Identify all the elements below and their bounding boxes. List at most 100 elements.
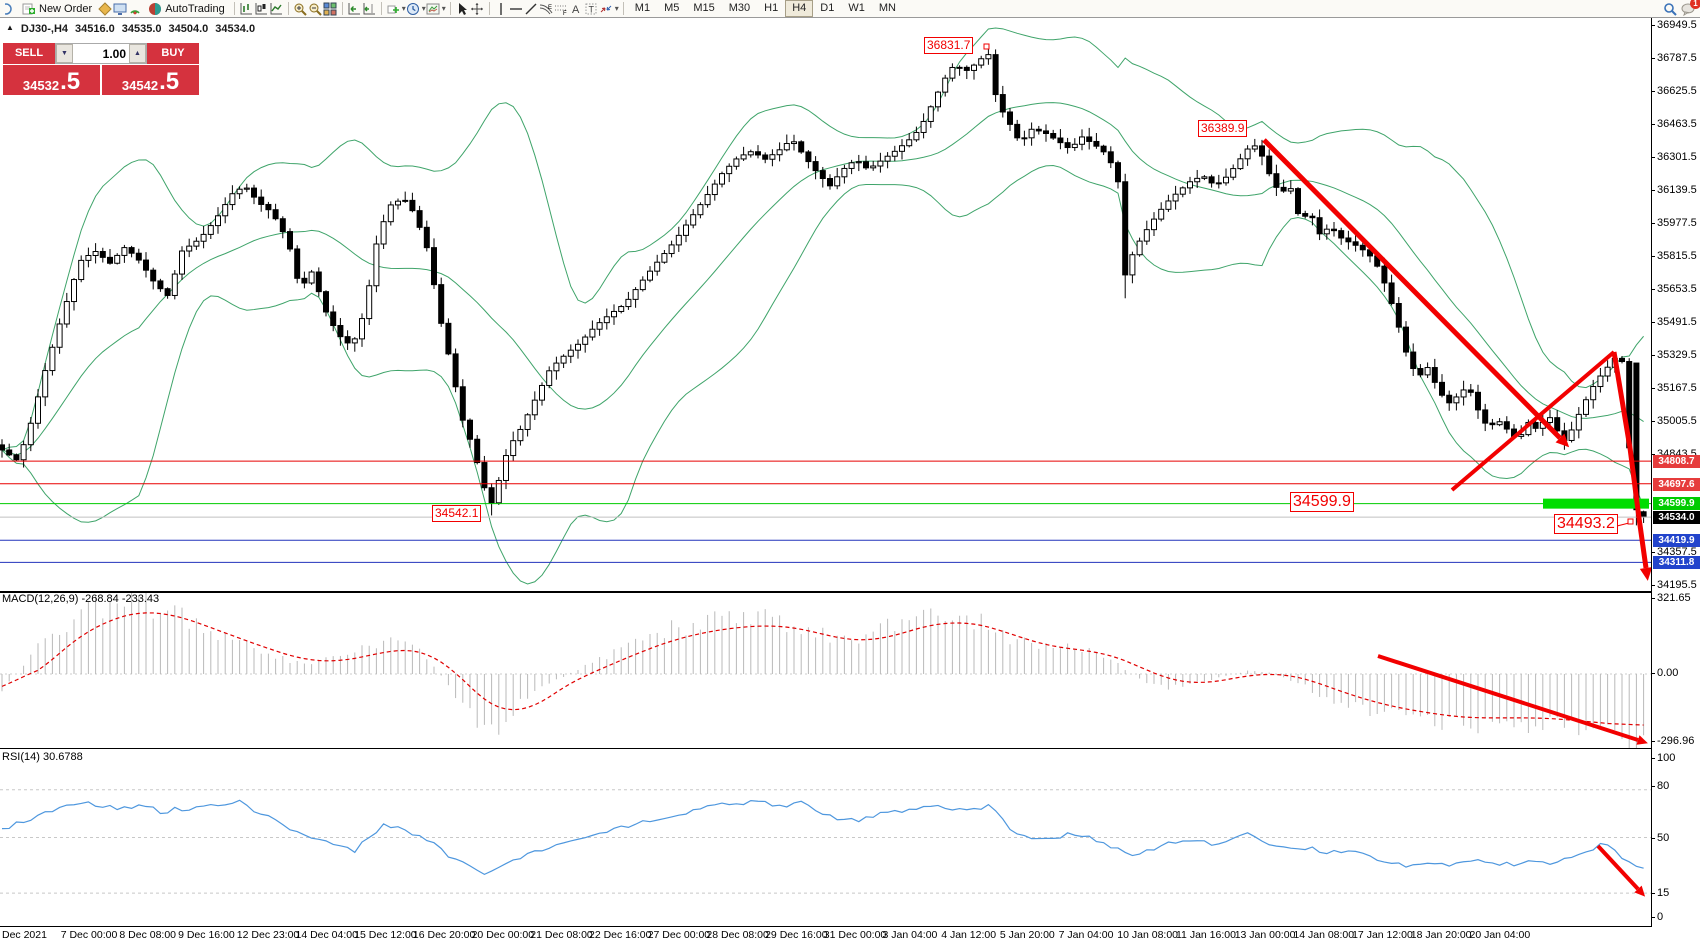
auto-scroll-icon[interactable] — [347, 2, 362, 16]
time-axis-label: 22 Dec 16:00 — [589, 929, 652, 941]
sell-price-display[interactable]: 34532 .5 — [3, 65, 100, 95]
trendline-icon[interactable] — [524, 2, 539, 16]
autotrading-button[interactable]: AutoTrading — [142, 1, 230, 17]
main-chart-panel[interactable] — [0, 18, 1653, 592]
zoom-in-icon[interactable] — [293, 2, 308, 16]
tf-button-m15[interactable]: M15 — [693, 2, 715, 14]
trend-arrow[interactable] — [1450, 350, 1616, 492]
tick-mark — [1651, 223, 1655, 224]
tile-windows-icon[interactable] — [323, 2, 338, 16]
buy-price-display[interactable]: 34542 .5 — [102, 65, 199, 95]
tick-mark — [1651, 322, 1655, 323]
trend-arrow-head[interactable] — [1636, 735, 1648, 745]
sell-button[interactable]: SELL — [3, 43, 55, 64]
trend-arrow[interactable] — [1596, 844, 1646, 897]
indicators-icon[interactable] — [386, 2, 401, 16]
macd-signal-line — [1, 612, 1644, 726]
tick-mark — [1651, 838, 1655, 839]
horizontal-line-icon[interactable] — [509, 2, 524, 16]
macd-scale-label: 321.65 — [1657, 592, 1691, 604]
rsi-panel[interactable] — [0, 749, 1652, 927]
price-tick-label: 36625.5 — [1657, 85, 1697, 97]
tick-mark — [1651, 454, 1655, 455]
price-tag-34534.0: 34534.0 — [1653, 511, 1700, 524]
arrows-icon[interactable] — [599, 2, 614, 16]
ohlc-open: 34516.0 — [75, 23, 115, 35]
new-order-icon — [21, 2, 36, 16]
tick-mark — [1651, 91, 1655, 92]
new-order-button[interactable]: New Order — [16, 1, 97, 17]
time-axis-label: Dec 2021 — [2, 929, 47, 941]
tf-button-h1[interactable]: H1 — [764, 2, 779, 14]
price-tag-34599.9: 34599.9 — [1653, 497, 1700, 510]
indicators-caret-icon[interactable]: ▾ — [401, 4, 406, 13]
trend-arrow-head[interactable] — [1555, 433, 1570, 448]
object-handle[interactable] — [983, 43, 990, 50]
price-callout-36389.9[interactable]: 36389.9 — [1198, 120, 1248, 137]
zoom-out-icon[interactable] — [308, 2, 323, 16]
rsi-line — [1, 799, 1644, 876]
object-handle[interactable] — [1627, 518, 1634, 525]
tf-button-m5[interactable]: M5 — [664, 2, 680, 14]
volume-increase-button[interactable]: ▲ — [129, 44, 146, 63]
market-watch-icon[interactable] — [97, 1, 112, 16]
cursor-icon[interactable] — [455, 2, 470, 16]
macd-canvas[interactable] — [0, 591, 1652, 752]
toolbar-separator — [488, 2, 490, 15]
time-axis-label: 18 Jan 20:00 — [1410, 929, 1472, 941]
trend-arrow[interactable] — [1262, 138, 1570, 448]
rsi-scale-label: 100 — [1657, 752, 1676, 764]
trend-arrow-head[interactable] — [1634, 885, 1646, 897]
price-callout-34599.9[interactable]: 34599.9 — [1290, 492, 1354, 512]
volume-decrease-button[interactable]: ▼ — [56, 44, 73, 63]
signals-icon[interactable] — [127, 2, 142, 16]
price-tick-label: 36949.5 — [1657, 19, 1697, 31]
templates-icon[interactable] — [426, 2, 441, 16]
price-callout-34493.2[interactable]: 34493.2 — [1554, 514, 1618, 534]
time-axis-label: 20 Jan 04:00 — [1469, 929, 1531, 941]
tf-button-h4[interactable]: H4 — [785, 0, 814, 17]
trend-arrow[interactable] — [1377, 654, 1648, 745]
tf-button-mn[interactable]: MN — [878, 2, 896, 14]
price-tag-34419.9: 34419.9 — [1653, 534, 1700, 547]
macd-histogram — [1, 591, 1645, 752]
price-callout-34542.1[interactable]: 34542.1 — [432, 505, 482, 522]
tick-mark — [1651, 893, 1655, 894]
vertical-line-icon[interactable] — [494, 2, 509, 16]
search-icon[interactable] — [1662, 2, 1677, 16]
trend-arrow[interactable] — [1611, 351, 1653, 581]
fibo-icon[interactable]: E — [539, 2, 554, 16]
buy-button[interactable]: BUY — [147, 43, 199, 64]
tf-button-d1[interactable]: D1 — [820, 2, 835, 14]
notifications-icon[interactable]: 1 — [1681, 0, 1700, 16]
green-level-bar[interactable] — [1543, 498, 1649, 509]
trend-arrow-head[interactable] — [1639, 567, 1653, 581]
volume-input[interactable] — [73, 44, 129, 63]
shift-chart-icon[interactable] — [362, 2, 377, 16]
time-axis-label: 5 Jan 20:00 — [999, 929, 1055, 941]
templates-caret-icon[interactable]: ▾ — [441, 4, 446, 13]
tick-mark — [1651, 355, 1655, 356]
tf-button-m30[interactable]: M30 — [728, 2, 751, 14]
bar-chart-icon[interactable] — [239, 2, 254, 16]
price-callout-36831.7[interactable]: 36831.7 — [924, 37, 974, 54]
clipped-icon — [1, 2, 16, 16]
label-icon[interactable]: T — [584, 2, 599, 16]
periods-caret-icon[interactable]: ▾ — [421, 4, 426, 13]
arrows-caret-icon[interactable]: ▾ — [614, 4, 619, 13]
line-chart-icon[interactable] — [269, 2, 284, 16]
main-chart-canvas[interactable] — [0, 18, 1653, 591]
crosshair-icon[interactable] — [470, 2, 485, 16]
autotrading-icon — [147, 2, 162, 16]
text-icon[interactable]: A — [569, 2, 584, 16]
time-axis-label: 7 Jan 04:00 — [1058, 929, 1114, 941]
tf-button-m1[interactable]: M1 — [634, 2, 651, 14]
terminal-icon[interactable] — [112, 2, 127, 16]
macd-panel[interactable] — [0, 591, 1652, 752]
horizontal-level-lines[interactable] — [0, 460, 1651, 563]
channel-icon[interactable]: F — [554, 2, 569, 16]
periods-icon[interactable] — [406, 2, 421, 16]
tf-button-w1[interactable]: W1 — [848, 2, 865, 14]
rsi-canvas[interactable] — [0, 749, 1652, 925]
candlestick-chart-icon[interactable] — [254, 2, 269, 16]
